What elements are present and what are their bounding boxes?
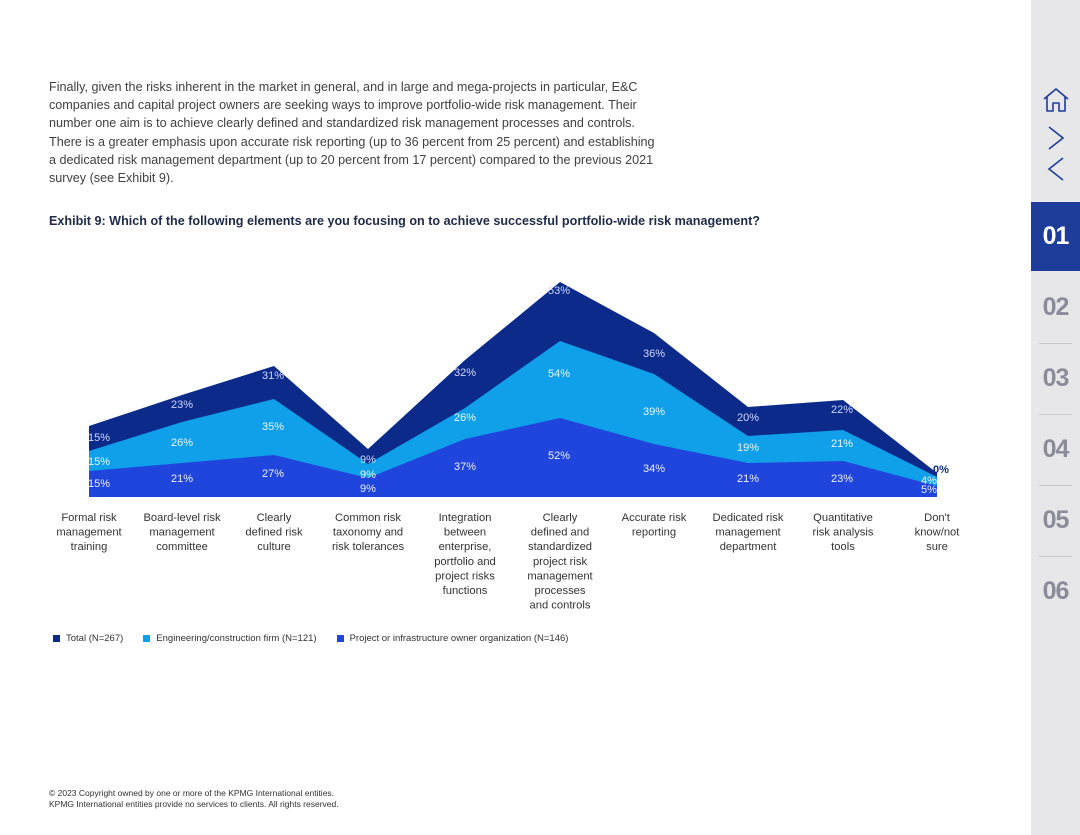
data-label: 21% [737, 473, 759, 485]
data-label: 9% [360, 469, 376, 481]
stacked-area-chart: 15% 23% 31% 9% 32% 53% 36% 20% 22% 0% 15% 26% 35% 9% 2… [56, 282, 961, 612]
section-tab-04[interactable]: 04 [1042, 435, 1070, 463]
data-label: 9% [360, 483, 376, 495]
data-label: 0% [933, 464, 949, 476]
category-label: Clearly defined risk culture [245, 512, 303, 553]
section-tab-06[interactable]: 06 [1042, 577, 1070, 605]
legend-swatch-engineering [143, 635, 151, 642]
area-owner [89, 418, 937, 497]
data-label: 39% [643, 406, 665, 418]
data-label: 15% [88, 432, 110, 444]
copyright-line-2: KPMG International entities provide no s… [49, 799, 339, 809]
data-label: 53% [548, 285, 570, 297]
category-label: Quantitative risk analysis tools [813, 512, 874, 553]
legend-swatch-owner [336, 635, 344, 642]
home-icon[interactable] [1041, 86, 1071, 114]
area-engineering [89, 341, 937, 497]
data-label: 21% [171, 473, 193, 485]
data-label: 15% [88, 478, 110, 490]
data-label: 22% [831, 404, 853, 416]
legend-swatch-total [53, 635, 60, 642]
data-label: 15% [88, 456, 110, 468]
data-label: 23% [831, 473, 853, 485]
data-label: 27% [262, 468, 284, 480]
section-sidebar: 01 02 03 04 05 06 [1031, 0, 1080, 835]
section-tab-03[interactable]: 03 [1042, 364, 1070, 392]
data-label: 20% [737, 412, 759, 424]
data-label: 32% [454, 367, 476, 379]
category-label: Formal risk management training [56, 512, 122, 553]
intro-paragraph: Finally, given the risks inherent in the… [49, 80, 655, 186]
section-divider [1039, 485, 1072, 486]
previous-arrow-icon[interactable] [1041, 155, 1071, 183]
data-label: 36% [643, 348, 665, 360]
data-label: 52% [548, 450, 570, 462]
data-label: 21% [831, 438, 853, 450]
category-label: Dedicated risk management department [713, 512, 784, 553]
data-label: 26% [454, 412, 476, 424]
data-label: 23% [171, 399, 193, 411]
legend-item-total: Total (N=267) [53, 633, 123, 644]
data-label: 9% [360, 454, 376, 466]
section-divider [1039, 556, 1072, 557]
category-label: Board-level risk management committee [143, 512, 221, 553]
data-label: 37% [454, 461, 476, 473]
chart-legend: Total (N=267) Engineering/construction f… [53, 633, 568, 644]
category-label: Don't know/not sure [915, 512, 961, 553]
data-label: 4% [921, 475, 937, 487]
data-label: 54% [548, 368, 570, 380]
category-label: Common risk taxonomy and risk tolerances [332, 512, 405, 553]
section-tab-01[interactable]: 01 [1031, 202, 1080, 271]
data-label: 26% [171, 437, 193, 449]
next-arrow-icon[interactable] [1041, 124, 1071, 152]
section-tab-02[interactable]: 02 [1042, 293, 1070, 321]
section-tab-05[interactable]: 05 [1042, 506, 1070, 534]
data-label: 31% [262, 370, 284, 382]
data-label: 5% [921, 484, 937, 496]
category-label: Integration between enterprise, portfolio a… [434, 512, 496, 597]
legend-item-engineering: Engineering/construction firm (N=121) [143, 633, 317, 644]
category-label: Clearly defined and standardized project ri… [527, 512, 593, 612]
legend-label-total: Total (N=267) [66, 633, 124, 644]
legend-label-owner: Project or infrastructure owner organiza… [349, 633, 569, 644]
category-label: Accurate risk reporting [622, 512, 687, 539]
copyright-footer: © 2023 Copyright owned by one or more of… [49, 788, 339, 810]
data-label: 35% [262, 421, 284, 433]
legend-item-owner: Project or infrastructure owner organiza… [336, 633, 569, 644]
data-label: 19% [737, 442, 759, 454]
section-divider [1039, 414, 1072, 415]
legend-label-engineering: Engineering/construction firm (N=121) [156, 633, 317, 644]
data-label: 34% [643, 463, 665, 475]
section-divider [1039, 343, 1072, 344]
exhibit-title: Exhibit 9: Which of the following elemen… [49, 214, 760, 228]
copyright-line-1: © 2023 Copyright owned by one or more of… [49, 788, 335, 798]
